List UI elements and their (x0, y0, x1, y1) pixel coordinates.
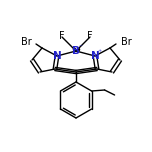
Text: Br: Br (21, 37, 31, 47)
Text: B: B (72, 46, 80, 56)
Text: N: N (91, 51, 99, 61)
Text: N: N (53, 51, 61, 61)
Text: ⁺: ⁺ (97, 47, 101, 57)
Text: Br: Br (121, 37, 131, 47)
Text: F: F (87, 31, 93, 41)
Text: F: F (59, 31, 65, 41)
Text: ⁻: ⁻ (78, 43, 82, 52)
